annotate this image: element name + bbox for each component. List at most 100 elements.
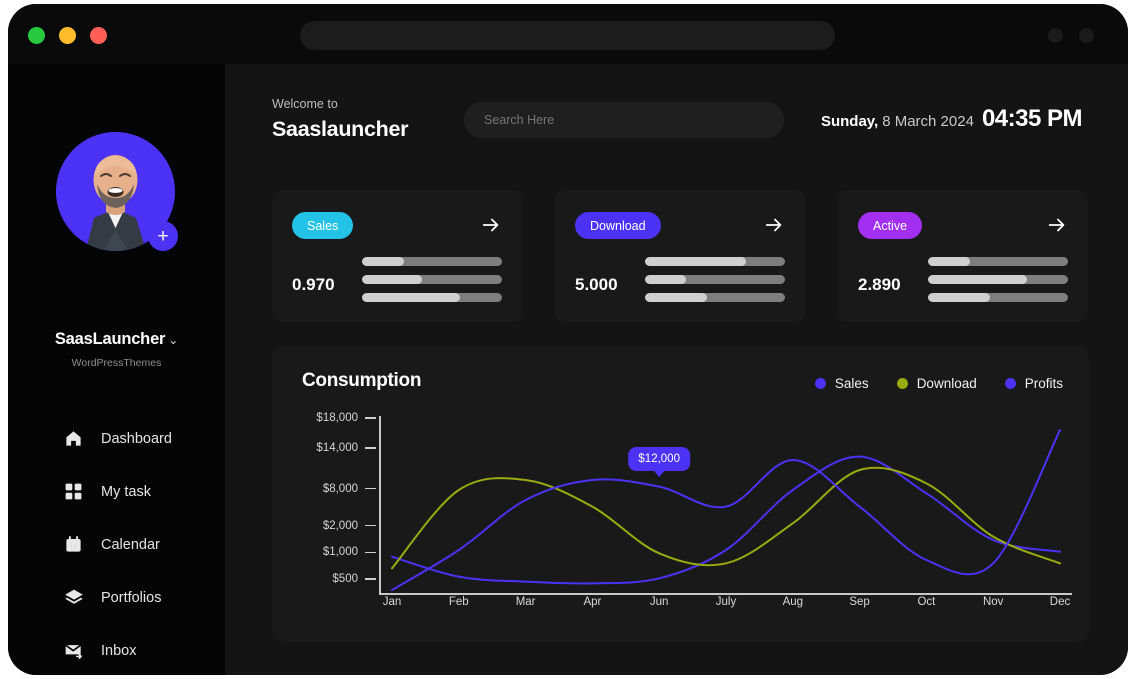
y-axis-tick: $2,000 [323,520,376,532]
y-axis-tick-label: $8,000 [322,482,358,495]
card-progress-bars [928,257,1068,302]
card-badge[interactable]: Download [575,212,661,239]
sidebar-item-inbox[interactable]: Inbox [8,624,225,675]
legend-item[interactable]: Sales [814,376,869,391]
card-progress-bars [645,257,785,302]
chart-y-axis: $18,000 $14,000 $8,000 $2,000 $1,000 $500 [294,408,376,588]
stat-cards: Sales 0.970 Download 5.000 Active 2.890 [272,190,1089,322]
avatar-image [56,132,175,251]
y-axis-tick-mark [365,487,376,490]
progress-bar [928,275,1068,284]
progress-bar [362,275,502,284]
y-axis-tick: $14,000 [316,442,376,454]
y-axis-tick: $18,000 [316,412,376,424]
main-content: Welcome to Saaslauncher Sunday, 8 March … [225,64,1128,675]
progress-bar [362,293,502,302]
consumption-chart-panel: Consumption Sales Download Profits $18,000… [272,346,1089,642]
x-axis-tick-label: Feb [448,596,469,608]
y-axis-tick-mark [365,578,376,580]
y-axis-tick-label: $2,000 [322,519,358,532]
grid-icon [63,481,84,502]
extra-dot-1-icon[interactable] [1048,28,1063,43]
chart-series-line [391,429,1061,591]
legend-color-icon [1004,378,1016,389]
x-axis-tick-label: Nov [982,596,1004,608]
card-badge[interactable]: Sales [292,212,354,239]
chart-title: Consumption [302,370,422,391]
welcome-eyebrow: Welcome to [272,97,338,111]
card-arrow-icon[interactable] [480,214,502,236]
progress-bar [928,293,1068,302]
x-axis-tick-label: Dec [1049,596,1071,608]
stat-card: Download 5.000 [555,190,805,322]
sidebar-item-label: Inbox [101,642,137,659]
sidebar-item-my-task[interactable]: My task [8,465,225,518]
y-axis-tick: $8,000 [323,483,376,495]
chevron-down-icon: ⌄ [168,333,179,347]
y-axis-tick-mark [365,417,376,419]
chart-axis-lines [379,416,1072,595]
card-badge[interactable]: Active [858,212,923,239]
sidebar: + SaasLauncher ⌄ WordPressThemes Dashboar… [8,64,225,675]
x-axis-tick-label: Oct [917,596,936,608]
sidebar-item-portfolios[interactable]: Portfolios [8,571,225,624]
chart-tooltip: $12,000 [628,446,690,471]
stat-card: Sales 0.970 [272,190,522,322]
profile-name[interactable]: SaasLauncher ⌄ [8,330,225,349]
chart-plot-area: $18,000 $14,000 $8,000 $2,000 $1,000 $500 Jan… [294,408,1074,626]
chart-series-line [391,466,1061,570]
y-axis-tick-mark [365,551,376,554]
layers-icon [63,587,84,608]
close-red-icon[interactable] [90,27,107,44]
x-axis-tick-label: Jun [649,596,669,608]
profile-subtitle: WordPressThemes [71,357,162,369]
sidebar-item-calendar[interactable]: Calendar [8,518,225,571]
sidebar-item-label: Calendar [101,536,160,553]
y-axis-tick: $1,000 [323,546,376,558]
y-axis-tick-label: $500 [332,573,358,586]
chart-svg [379,416,1072,595]
x-axis-tick-label: Sep [849,596,870,608]
app-window: + SaasLauncher ⌄ WordPressThemes Dashboar… [8,4,1128,675]
y-axis-tick-label: $14,000 [316,442,358,455]
maximize-yellow-icon[interactable] [59,27,76,44]
time-value: 04:35 PM [981,105,1083,132]
card-value: 5.000 [575,275,618,294]
y-axis-tick-mark [365,447,376,449]
traffic-light-controls [28,27,107,44]
legend-color-icon [814,378,826,389]
search-input[interactable] [464,102,784,138]
chart-legend: Sales Download Profits [814,376,1063,391]
chart-series-line [391,455,1061,585]
extra-dot-2-icon[interactable] [1079,28,1094,43]
minimize-green-icon[interactable] [28,27,45,44]
x-axis-tick-label: Apr [583,596,602,608]
browser-address-bar[interactable] [300,21,835,50]
stat-card: Active 2.890 [838,190,1088,322]
legend-label: Download [916,376,977,391]
add-profile-button[interactable]: + [148,221,178,251]
legend-item[interactable]: Profits [1004,376,1063,391]
card-arrow-icon[interactable] [1046,214,1068,236]
x-axis-tick-label: July [715,596,737,608]
card-value: 0.970 [292,275,335,294]
y-axis-tick-label: $1,000 [322,546,358,559]
progress-bar [645,257,785,266]
y-axis-tick-mark [365,524,376,527]
legend-item[interactable]: Download [896,376,977,391]
window-titlebar [8,4,1128,64]
card-value: 2.890 [858,275,901,294]
y-axis-tick: $500 [332,573,376,585]
page-title: Saaslauncher [272,117,409,141]
date-value: 8 March 2024 [882,113,974,130]
sidebar-item-dashboard[interactable]: Dashboard [8,412,225,465]
home-icon [63,428,84,449]
avatar[interactable]: + [56,132,178,251]
y-axis-tick-label: $18,000 [316,412,358,424]
card-progress-bars [362,257,502,302]
chart-tooltip-label: $12,000 [638,452,680,465]
x-axis-tick-label: Aug [782,596,804,608]
plus-icon: + [157,225,169,247]
sidebar-item-label: My task [101,483,151,500]
card-arrow-icon[interactable] [763,214,785,236]
